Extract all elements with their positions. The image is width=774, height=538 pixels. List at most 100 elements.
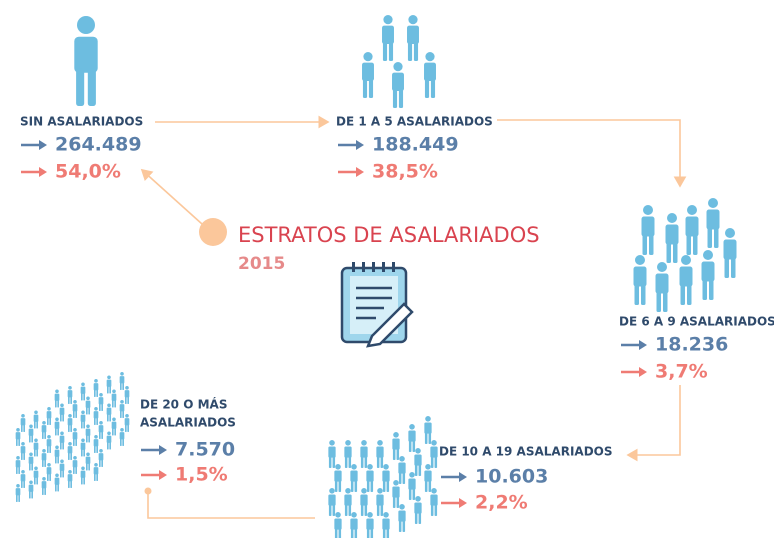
leg (709, 279, 714, 300)
leg (122, 438, 124, 446)
torso (665, 224, 679, 245)
head (68, 442, 72, 446)
leg (398, 88, 404, 108)
leg (36, 420, 38, 429)
torso (350, 470, 358, 482)
torso (54, 393, 60, 401)
head (643, 205, 653, 215)
head (29, 480, 33, 485)
leg (687, 284, 692, 305)
head (657, 262, 667, 272)
head (408, 15, 418, 25)
head (425, 416, 431, 422)
person-icon (424, 464, 432, 492)
head (367, 512, 373, 518)
head (55, 389, 59, 394)
person-icon (59, 459, 65, 478)
leg (87, 68, 96, 106)
person-icon (106, 403, 112, 422)
leg (360, 504, 364, 516)
person-icon (392, 432, 400, 460)
head (81, 466, 85, 471)
person-icon (20, 442, 26, 460)
leg (23, 424, 25, 432)
torso (41, 425, 47, 433)
head (55, 417, 59, 422)
leg (334, 528, 338, 538)
head (94, 379, 98, 383)
head (120, 372, 124, 376)
head (703, 250, 713, 260)
leg (107, 413, 109, 422)
leg (55, 399, 57, 408)
torso (328, 446, 336, 458)
torso (20, 418, 26, 426)
person-icon (124, 386, 130, 404)
leg (354, 528, 358, 538)
leg (120, 410, 122, 418)
head (42, 449, 46, 453)
leg (94, 417, 96, 425)
torso (41, 481, 47, 489)
leg (386, 528, 390, 538)
head (345, 488, 351, 494)
head (125, 386, 129, 390)
leg (75, 438, 77, 446)
leg (366, 528, 370, 538)
head (73, 456, 77, 460)
person-icon (679, 255, 693, 305)
leg (44, 487, 46, 495)
leg (344, 504, 348, 516)
torso (72, 460, 78, 468)
head (431, 488, 437, 494)
person-icon (350, 512, 358, 538)
leg (81, 448, 83, 457)
torso (59, 463, 65, 471)
person-icon (360, 440, 368, 468)
torso (46, 439, 52, 447)
leg (398, 520, 402, 532)
leg (724, 257, 729, 278)
leg (350, 528, 354, 538)
person-icon (80, 382, 86, 401)
head (77, 16, 95, 34)
leg (29, 462, 31, 471)
person-icon (382, 512, 390, 538)
person-icon (93, 435, 99, 453)
torso (119, 376, 125, 384)
head (86, 396, 90, 401)
torso (376, 494, 384, 506)
leg (418, 512, 422, 524)
leg (44, 431, 46, 439)
year: 2015 (238, 254, 285, 274)
leg (386, 480, 390, 492)
torso (366, 470, 374, 482)
arrow-head (459, 472, 467, 482)
head (29, 452, 33, 457)
leg (31, 462, 33, 471)
leg (428, 432, 432, 444)
head (21, 442, 25, 446)
stratum-label: DE 20 O MÁS (140, 397, 227, 412)
leg (408, 440, 412, 452)
head (667, 213, 677, 223)
torso (334, 518, 342, 530)
head (94, 435, 98, 439)
leg (36, 448, 38, 457)
torso (376, 446, 384, 458)
head (16, 456, 20, 460)
person-icon (655, 262, 669, 312)
leg (86, 434, 88, 443)
stratum-count: 188.449 (372, 134, 459, 156)
leg (29, 434, 31, 443)
torso (15, 488, 21, 496)
torso (72, 432, 78, 440)
leg (388, 41, 394, 61)
person-icon (665, 213, 679, 263)
leg (81, 476, 83, 485)
person-icon (328, 488, 336, 516)
torso (41, 453, 47, 461)
leg (634, 284, 639, 305)
torso (28, 428, 34, 436)
person-icon (366, 464, 374, 492)
